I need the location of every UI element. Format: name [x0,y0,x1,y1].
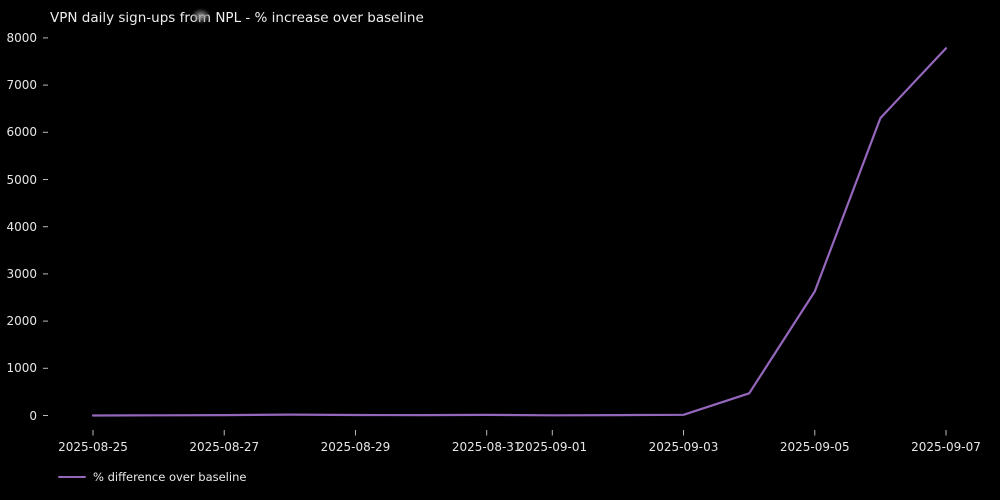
x-tick-label: 2025-08-29 [320,440,391,454]
x-tick-label: 2025-08-25 [58,440,128,454]
y-tick-label: 8000 [6,30,37,45]
y-tick-label: 6000 [6,125,37,140]
legend-label: % difference over baseline [93,470,247,484]
x-tick-label: 2025-08-31 [451,440,522,454]
legend-line-swatch [58,475,86,479]
x-tick-label: 2025-09-03 [648,440,719,454]
data-line [91,47,948,417]
chart-title: VPN daily sign-ups from NPL - % increase… [50,10,424,26]
legend: % difference over baseline [58,470,246,484]
y-tick-label: 0 [29,408,37,423]
y-tick-label: 2000 [6,314,37,329]
x-tick-label: 2025-09-01 [517,440,588,454]
y-tick-label: 1000 [6,361,37,376]
x-tick-label: 2025-09-05 [779,440,850,454]
y-tick-label: 4000 [6,219,37,234]
y-tick-label: 3000 [6,266,37,281]
x-tick-label: 2025-09-07 [911,440,981,454]
y-tick-label: 7000 [6,78,37,93]
x-tick-label: 2025-08-27 [189,440,260,454]
y-tick-label: 5000 [6,172,37,187]
